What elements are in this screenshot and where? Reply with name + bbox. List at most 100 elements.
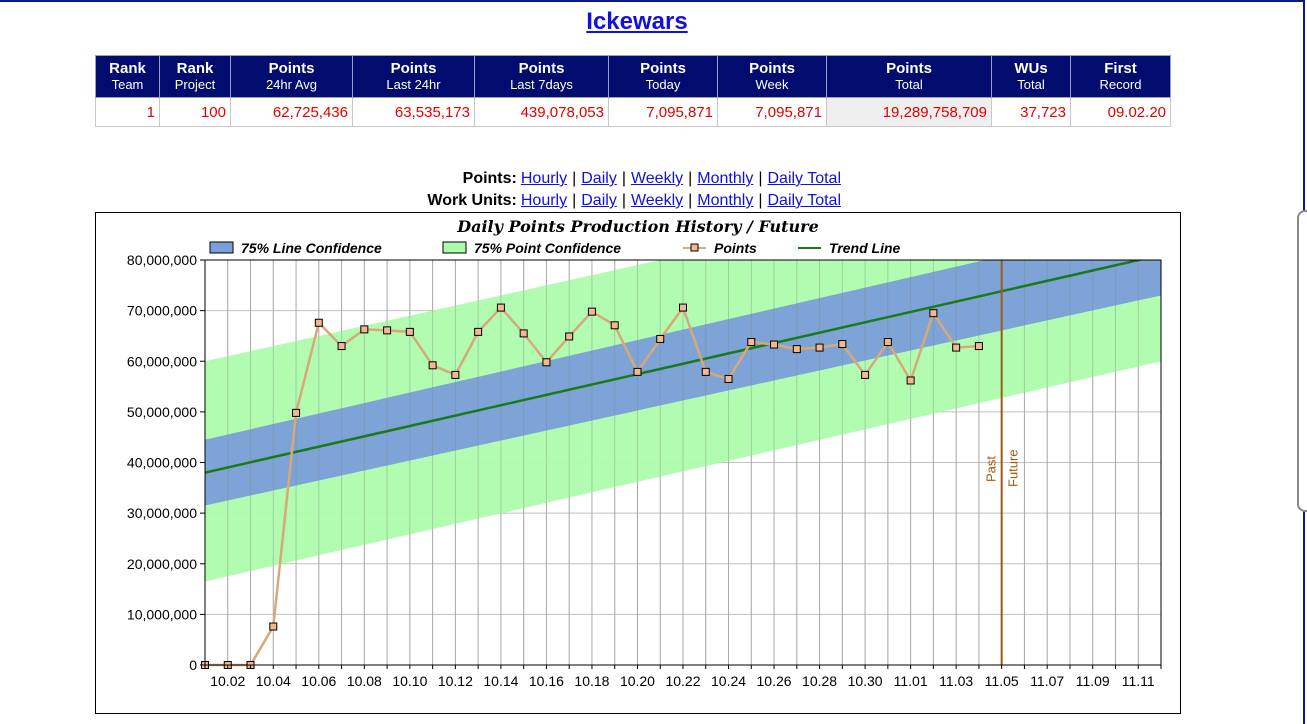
- point-marker-10.09: [383, 326, 392, 335]
- header-bottom: 24hr Avg: [265, 76, 318, 92]
- x-tick-label: 11.07: [1030, 673, 1064, 689]
- header-points-total: Points Total: [826, 55, 992, 98]
- legend-swatch: [209, 241, 234, 254]
- x-tick-label: 10.12: [438, 673, 473, 689]
- work-units-nav-label: Work Units:: [427, 192, 517, 209]
- point-marker-10.24: [724, 374, 733, 383]
- points-weekly-link[interactable]: Weekly: [630, 170, 684, 187]
- value-points-last-24hr: 63,535,173: [352, 97, 475, 127]
- scrollbar-handle[interactable]: [1297, 210, 1307, 512]
- points-daily-link[interactable]: Daily: [581, 170, 617, 187]
- y-tick-label: 70,000,000: [127, 303, 197, 319]
- past-label: Past: [984, 456, 999, 482]
- point-marker-10.30: [861, 370, 870, 379]
- points-nav-label: Points:: [462, 170, 517, 187]
- header-bottom: Total: [895, 76, 923, 92]
- legend-item-0: 75% Line Confidence: [209, 240, 382, 256]
- point-marker-11.02: [929, 309, 938, 318]
- daily-points-chart: Daily Points Production History / Future…: [95, 212, 1181, 714]
- nav-separator: |: [758, 192, 763, 209]
- x-tick-label: 10.16: [529, 673, 564, 689]
- point-marker-10.25: [747, 338, 756, 347]
- legend-label: 75% Line Confidence: [241, 240, 382, 256]
- point-marker-10.20: [633, 367, 642, 376]
- value-points-today: 7,095,871: [608, 97, 718, 127]
- point-marker-10.27: [792, 345, 801, 354]
- point-marker-10.18: [587, 307, 596, 316]
- header-top: First: [1104, 59, 1137, 77]
- point-marker-10.05: [292, 408, 301, 417]
- work-units-nav: Work Units: Hourly | Daily | Weekly | Monthly | D…: [427, 192, 841, 210]
- stats-header-row: Rank Team Rank Project Points 24hr Avg Poin…: [95, 55, 1171, 98]
- point-marker-11.04: [974, 342, 983, 351]
- stats-value-row: 1 100 62,725,436 63,535,173 439,078,053 …: [95, 97, 1171, 127]
- wu-weekly-link[interactable]: Weekly: [630, 192, 684, 209]
- value-rank-project: 100: [159, 97, 231, 127]
- point-marker-10.06: [314, 318, 323, 327]
- legend-label: Trend Line: [829, 240, 901, 256]
- header-bottom: Project: [174, 76, 216, 92]
- header-top: WUs: [1014, 59, 1048, 77]
- value-points-week: 7,095,871: [717, 97, 827, 127]
- line-confidence-band: [205, 260, 1161, 506]
- y-tick-label: 80,000,000: [127, 252, 197, 268]
- legend-item-3: Trend Line: [798, 240, 901, 256]
- x-tick-label: 11.01: [894, 673, 928, 689]
- y-tick-label: 20,000,000: [127, 556, 197, 572]
- point-marker-10.07: [337, 342, 346, 351]
- point-marker-10.13: [474, 327, 483, 336]
- legend-marker: [690, 243, 699, 252]
- header-top: Points: [268, 59, 315, 77]
- wu-daily-total-link[interactable]: Daily Total: [767, 192, 841, 209]
- header-points-last-24hr: Points Last 24hr: [352, 55, 475, 98]
- legend-label: Points: [714, 240, 757, 256]
- x-tick-label: 10.24: [711, 673, 746, 689]
- wu-monthly-link[interactable]: Monthly: [697, 192, 754, 209]
- header-bottom: Last 7days: [510, 76, 573, 92]
- x-tick-label: 10.02: [210, 673, 245, 689]
- header-points-last-7days: Points Last 7days: [474, 55, 609, 98]
- stats-table: Rank Team Rank Project Points 24hr Avg Poin…: [95, 55, 1171, 127]
- x-tick-label: 10.14: [483, 673, 518, 689]
- y-tick-label: 60,000,000: [127, 353, 197, 369]
- x-tick-label: 10.08: [347, 673, 382, 689]
- header-rank-project: Rank Project: [159, 55, 231, 98]
- points-monthly-link[interactable]: Monthly: [697, 170, 754, 187]
- team-title-link[interactable]: Ickewars: [586, 8, 688, 35]
- points-nav: Points: Hourly | Daily | Weekly | Monthly | Daily…: [463, 170, 841, 188]
- points-hourly-link[interactable]: Hourly: [520, 170, 568, 187]
- point-marker-10.10: [405, 327, 414, 336]
- y-tick-label: 50,000,000: [127, 404, 197, 420]
- point-marker-10.12: [451, 370, 460, 379]
- point-marker-10.16: [542, 358, 551, 367]
- x-tick-label: 10.28: [802, 673, 837, 689]
- point-marker-10.11: [428, 361, 437, 370]
- points-daily-total-link[interactable]: Daily Total: [767, 170, 841, 187]
- header-bottom: Today: [645, 76, 681, 92]
- nav-separator: |: [621, 170, 626, 187]
- value-first-record: 09.02.20: [1070, 97, 1171, 127]
- header-top: Points: [518, 59, 565, 77]
- wu-daily-link[interactable]: Daily: [581, 192, 617, 209]
- nav-separator: |: [758, 170, 763, 187]
- point-marker-10.28: [815, 343, 824, 352]
- y-tick-label: 0: [189, 657, 197, 673]
- value-rank-team: 1: [95, 97, 160, 127]
- header-top: Points: [749, 59, 795, 77]
- header-rank-team: Rank Team: [95, 55, 160, 98]
- header-top: Points: [640, 59, 686, 77]
- point-marker-10.17: [565, 332, 574, 341]
- header-bottom: Team: [111, 76, 144, 92]
- header-bottom: Record: [1099, 76, 1142, 92]
- wu-hourly-link[interactable]: Hourly: [520, 192, 568, 209]
- point-marker-10.14: [496, 303, 505, 312]
- point-marker-10.08: [360, 325, 369, 334]
- header-points-today: Points Today: [608, 55, 718, 98]
- legend-label: 75% Point Confidence: [474, 240, 621, 256]
- confidence-bands: [205, 260, 1161, 582]
- x-tick-label: 10.18: [574, 673, 609, 689]
- point-marker-10.31: [883, 338, 892, 347]
- header-bottom: Total: [1017, 76, 1045, 92]
- value-points-24hr-avg: 62,725,436: [230, 97, 353, 127]
- header-top: Points: [886, 59, 932, 77]
